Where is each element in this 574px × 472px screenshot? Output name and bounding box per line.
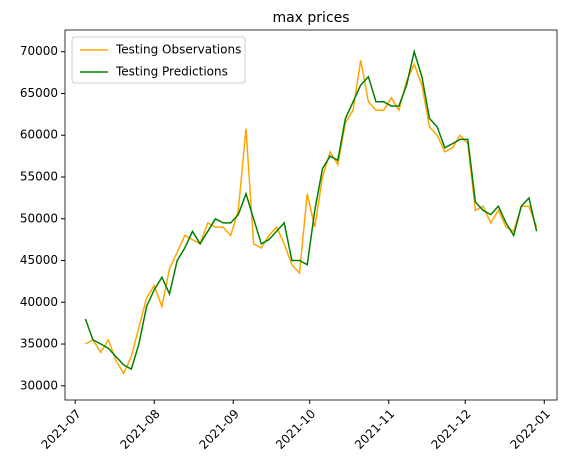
y-tick-label: 40000 <box>20 295 58 309</box>
y-tick-label: 70000 <box>20 44 58 58</box>
series-line <box>84 48 538 371</box>
x-tick-label: 2021-11 <box>352 407 397 452</box>
x-tick-label: 2021-12 <box>428 407 473 452</box>
y-tick-label: 65000 <box>20 86 58 100</box>
x-tick-label: 2022-01 <box>507 407 552 452</box>
x-tick-label: 2021-10 <box>273 407 318 452</box>
y-tick-label: 45000 <box>20 253 58 267</box>
y-tick-label: 50000 <box>20 211 58 225</box>
y-tick-label: 35000 <box>20 337 58 351</box>
y-tick-label: 55000 <box>20 169 58 183</box>
chart-title: max prices <box>272 10 349 26</box>
x-tick-label: 2021-08 <box>117 407 162 452</box>
legend-label: Testing Observations <box>115 43 241 57</box>
series-line <box>85 59 538 375</box>
x-tick-label: 2021-09 <box>196 407 241 452</box>
legend-label: Testing Predictions <box>115 65 228 79</box>
y-tick-label: 60000 <box>20 128 58 142</box>
plot-frame <box>64 29 558 401</box>
x-tick-label: 2021-07 <box>38 407 83 452</box>
legend-box <box>71 36 246 84</box>
y-tick-label: 30000 <box>20 378 58 392</box>
